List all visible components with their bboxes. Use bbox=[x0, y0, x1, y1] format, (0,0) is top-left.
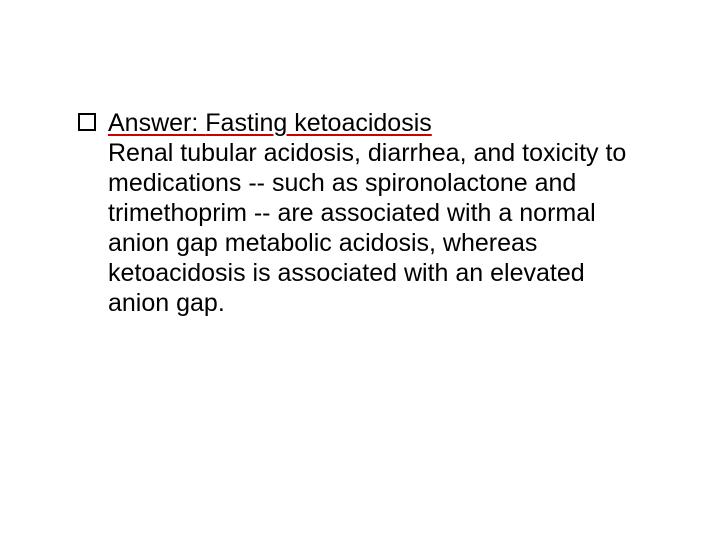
content-block: Answer: Fasting ketoacidosis Renal tubul… bbox=[78, 108, 638, 318]
slide: Answer: Fasting ketoacidosis Renal tubul… bbox=[0, 0, 720, 540]
body-text: Renal tubular acidosis, diarrhea, and to… bbox=[108, 138, 638, 318]
answer-label: Answer: bbox=[108, 109, 205, 137]
bullet-row: Answer: Fasting ketoacidosis Renal tubul… bbox=[78, 108, 638, 318]
square-bullet-icon bbox=[78, 113, 96, 131]
answer-value: Fasting ketoacidosis bbox=[205, 109, 432, 137]
text-wrap: Answer: Fasting ketoacidosis Renal tubul… bbox=[108, 108, 638, 318]
